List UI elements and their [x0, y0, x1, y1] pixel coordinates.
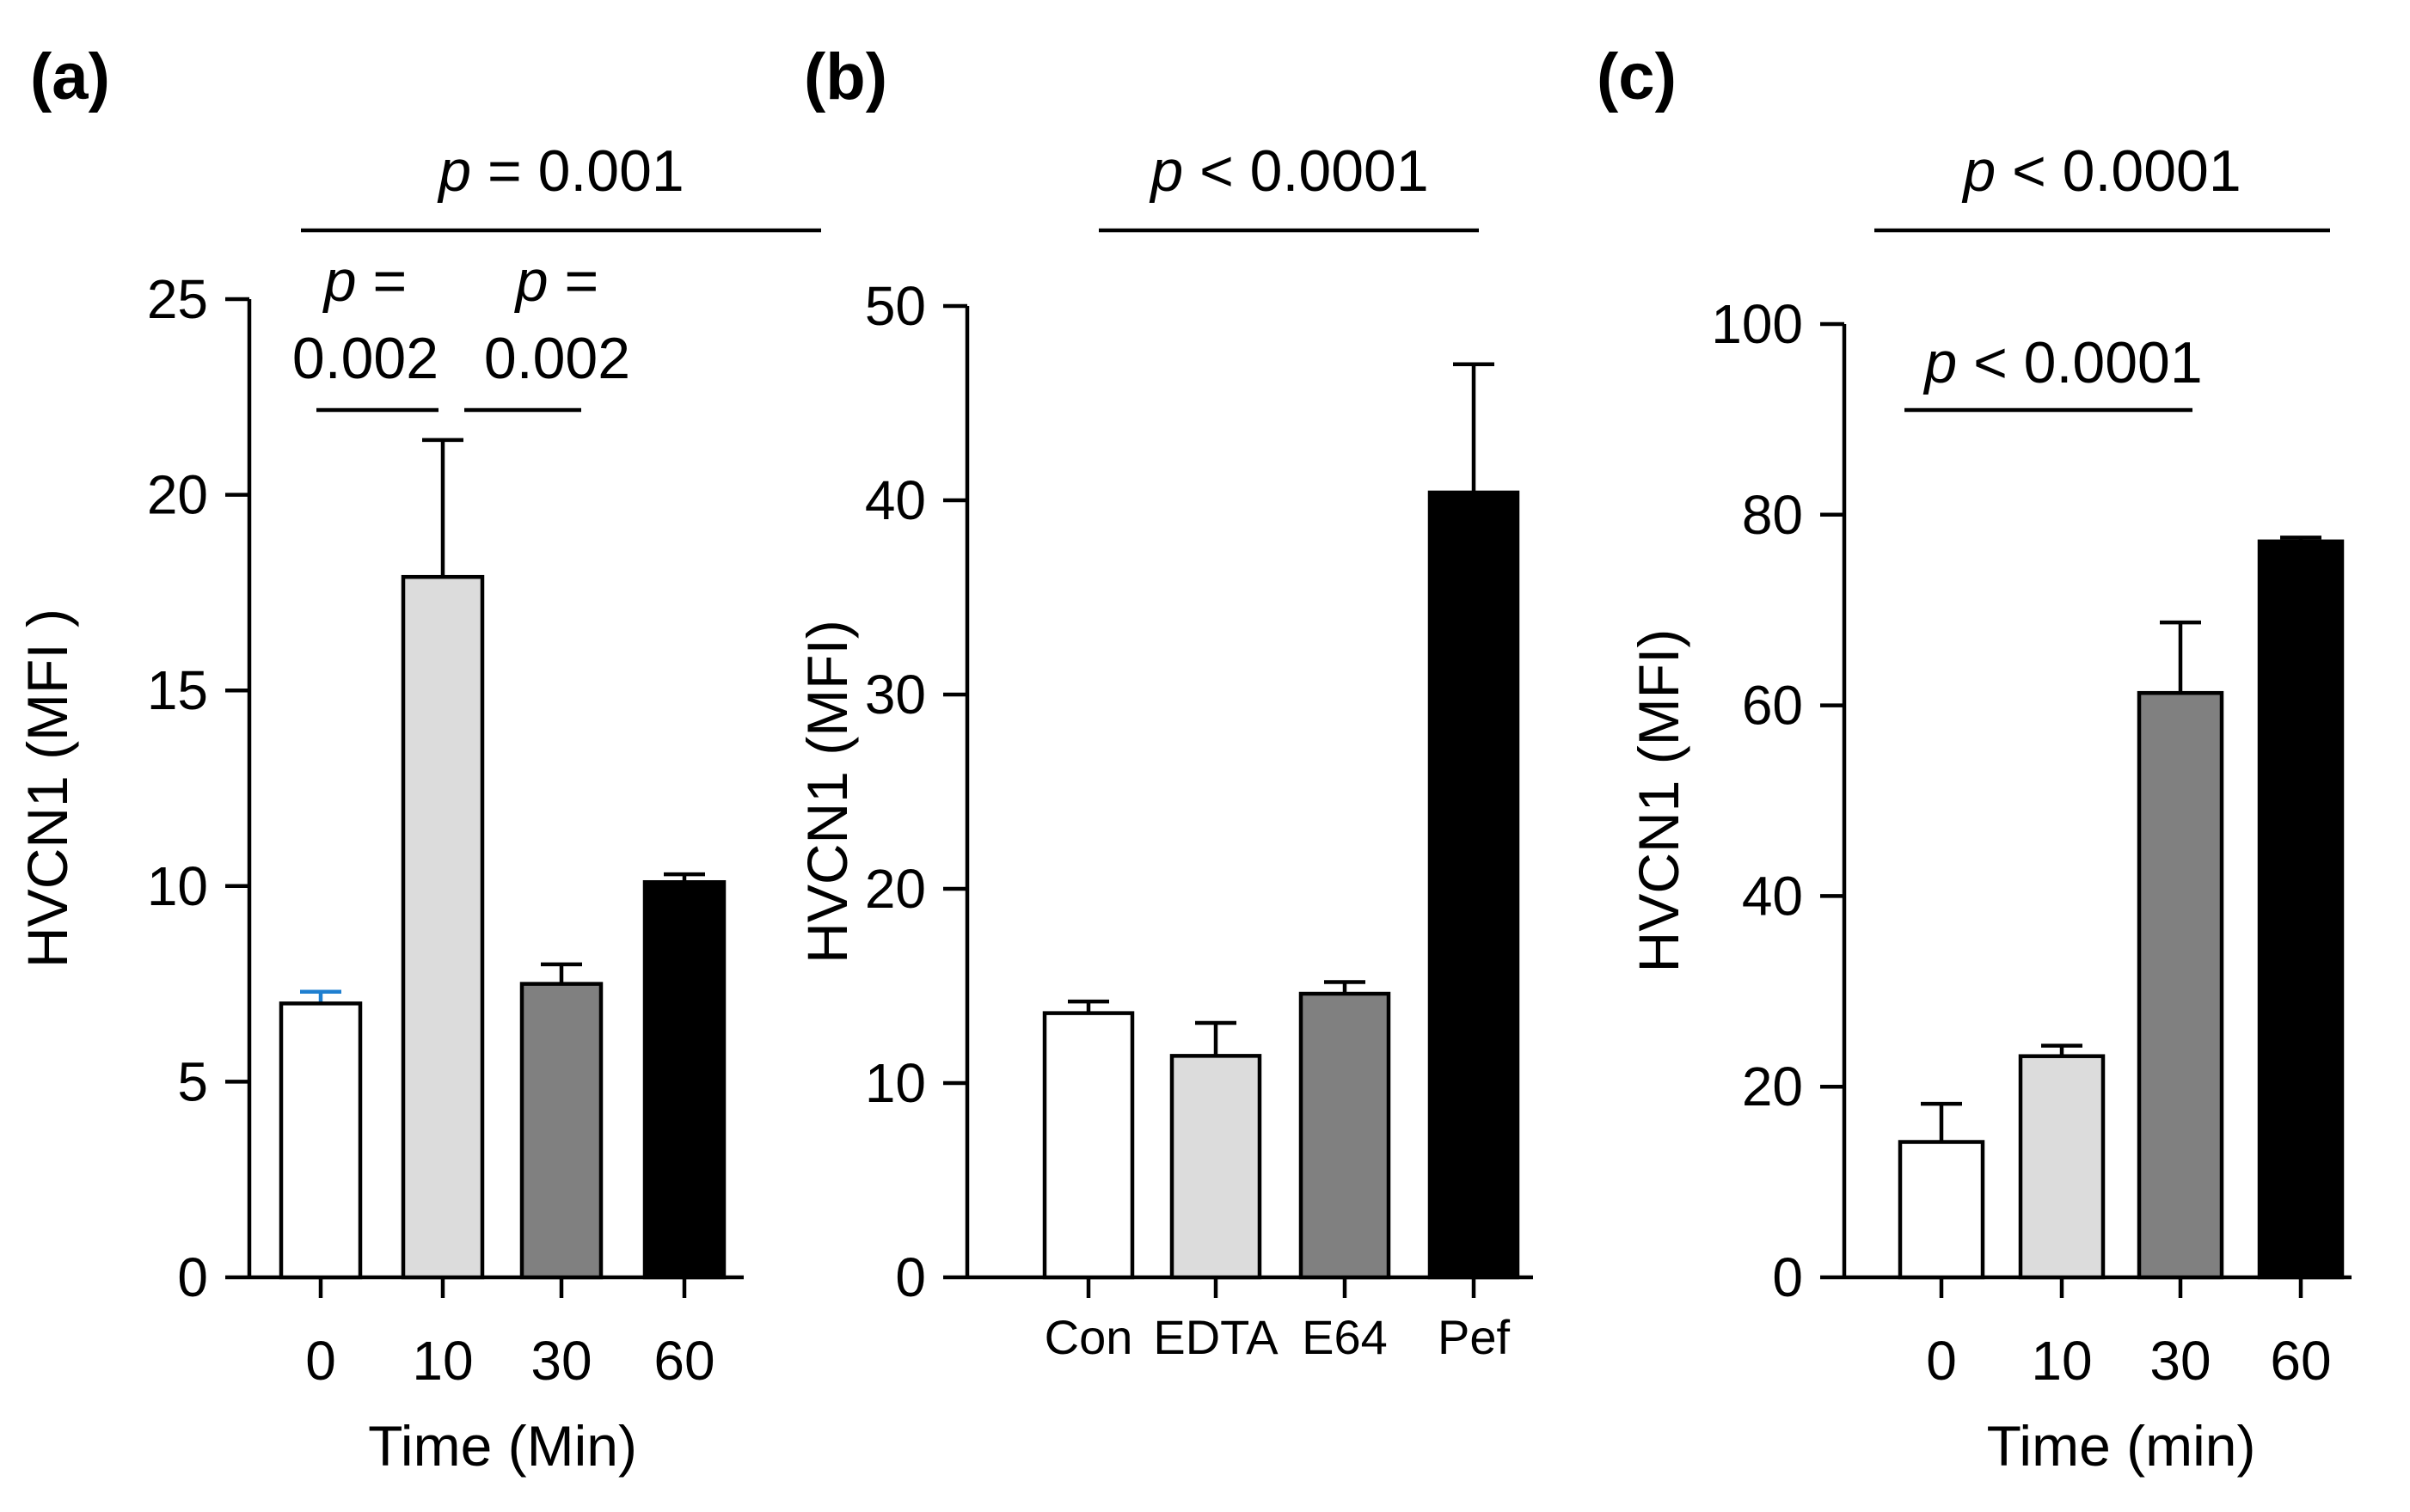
y-tick-label: 0: [1772, 1246, 1803, 1308]
p-value-number: 0.002: [484, 326, 630, 391]
y-axis-label: HVCN1 (MFI): [1627, 629, 1690, 973]
p-symbol: p: [437, 138, 471, 204]
panel-letter: (b): [804, 40, 887, 113]
x-tick-label: 30: [2149, 1330, 2211, 1392]
x-tick-label: Con: [1045, 1310, 1133, 1364]
bar: [1898, 1140, 1985, 1280]
y-tick-label: 20: [1742, 1056, 1803, 1117]
p-symbol: p: [514, 248, 549, 314]
y-tick-label: 10: [147, 855, 208, 917]
y-tick-label: 15: [147, 659, 208, 721]
y-tick-label: 80: [1742, 484, 1803, 546]
y-tick-label: 40: [865, 469, 926, 531]
bar: [2018, 1054, 2106, 1280]
p-value-text: < 0.0001: [1996, 138, 2241, 204]
y-tick-label: 0: [895, 1246, 926, 1308]
p-value-label: p = 0.001: [437, 138, 684, 204]
x-tick-label: 0: [305, 1330, 336, 1392]
p-value-label: p < 0.0001: [1922, 330, 2202, 395]
panel-b: (b) 0 10 20 30 40 50 HVCN1 (MFI) Con EDTA E64 Pef p …: [795, 40, 1533, 1364]
bar: [1042, 1011, 1135, 1280]
y-tick-label: 30: [865, 664, 926, 725]
p-value-text: < 0.0001: [1183, 138, 1428, 204]
y-tick-label: 20: [147, 464, 208, 526]
panel-letter: (a): [30, 40, 110, 113]
y-axis-label: HVCN1 (MFI): [795, 620, 859, 964]
p-value-text: = 0.001: [471, 138, 684, 204]
bar: [1169, 1054, 1262, 1280]
panel-letter: (c): [1597, 40, 1677, 113]
p-value-label: p < 0.0001: [1961, 138, 2241, 204]
bar: [519, 982, 604, 1280]
x-tick-label: 60: [2270, 1330, 2331, 1392]
y-tick-label: 5: [177, 1050, 208, 1112]
p-value-text: =: [357, 248, 408, 314]
x-tick-label: 0: [1926, 1330, 1957, 1392]
x-tick-label: 60: [653, 1330, 714, 1392]
p-symbol: p: [322, 248, 357, 314]
p-value-text: < 0.0001: [1957, 330, 2202, 395]
y-axis-label: HVCN1 (MFI ): [15, 609, 79, 968]
p-value-label: p =: [514, 248, 598, 314]
y-tick-label: 10: [865, 1052, 926, 1114]
x-tick-label: 10: [2031, 1330, 2092, 1392]
p-symbol: p: [1961, 138, 1996, 204]
bar: [1298, 991, 1391, 1280]
bar: [2137, 690, 2224, 1280]
y-tick-label: 50: [865, 275, 926, 337]
x-tick-label: 30: [530, 1330, 592, 1392]
x-axis-label: Time (Min): [368, 1414, 637, 1478]
y-tick-label: 20: [865, 858, 926, 920]
x-tick-label: 10: [412, 1330, 473, 1392]
p-value-text: =: [549, 248, 599, 314]
p-value-number: 0.002: [292, 326, 438, 391]
bar: [401, 574, 485, 1280]
x-tick-label: EDTA: [1153, 1310, 1279, 1364]
bar: [279, 1001, 363, 1280]
p-value-label: p =: [322, 248, 407, 314]
p-symbol: p: [1922, 330, 1957, 395]
x-axis-label: Time (min): [1987, 1414, 2256, 1478]
y-tick-label: 40: [1742, 865, 1803, 927]
bar: [2257, 539, 2345, 1280]
y-tick-label: 100: [1711, 293, 1803, 355]
y-tick-label: 25: [147, 268, 208, 330]
bar: [1427, 490, 1520, 1280]
p-value-label: p < 0.0001: [1149, 138, 1428, 204]
bar: [642, 879, 727, 1280]
x-tick-label: Pef: [1438, 1310, 1510, 1364]
x-tick-label: E64: [1302, 1310, 1388, 1364]
y-tick-label: 60: [1742, 675, 1803, 737]
y-tick-label: 0: [177, 1246, 208, 1308]
p-symbol: p: [1149, 138, 1183, 204]
panel-a: (a) 0 5 10 15 20 25 HVCN1 (MFI ) 0 10 30 60 Time (Mi…: [15, 40, 821, 1478]
